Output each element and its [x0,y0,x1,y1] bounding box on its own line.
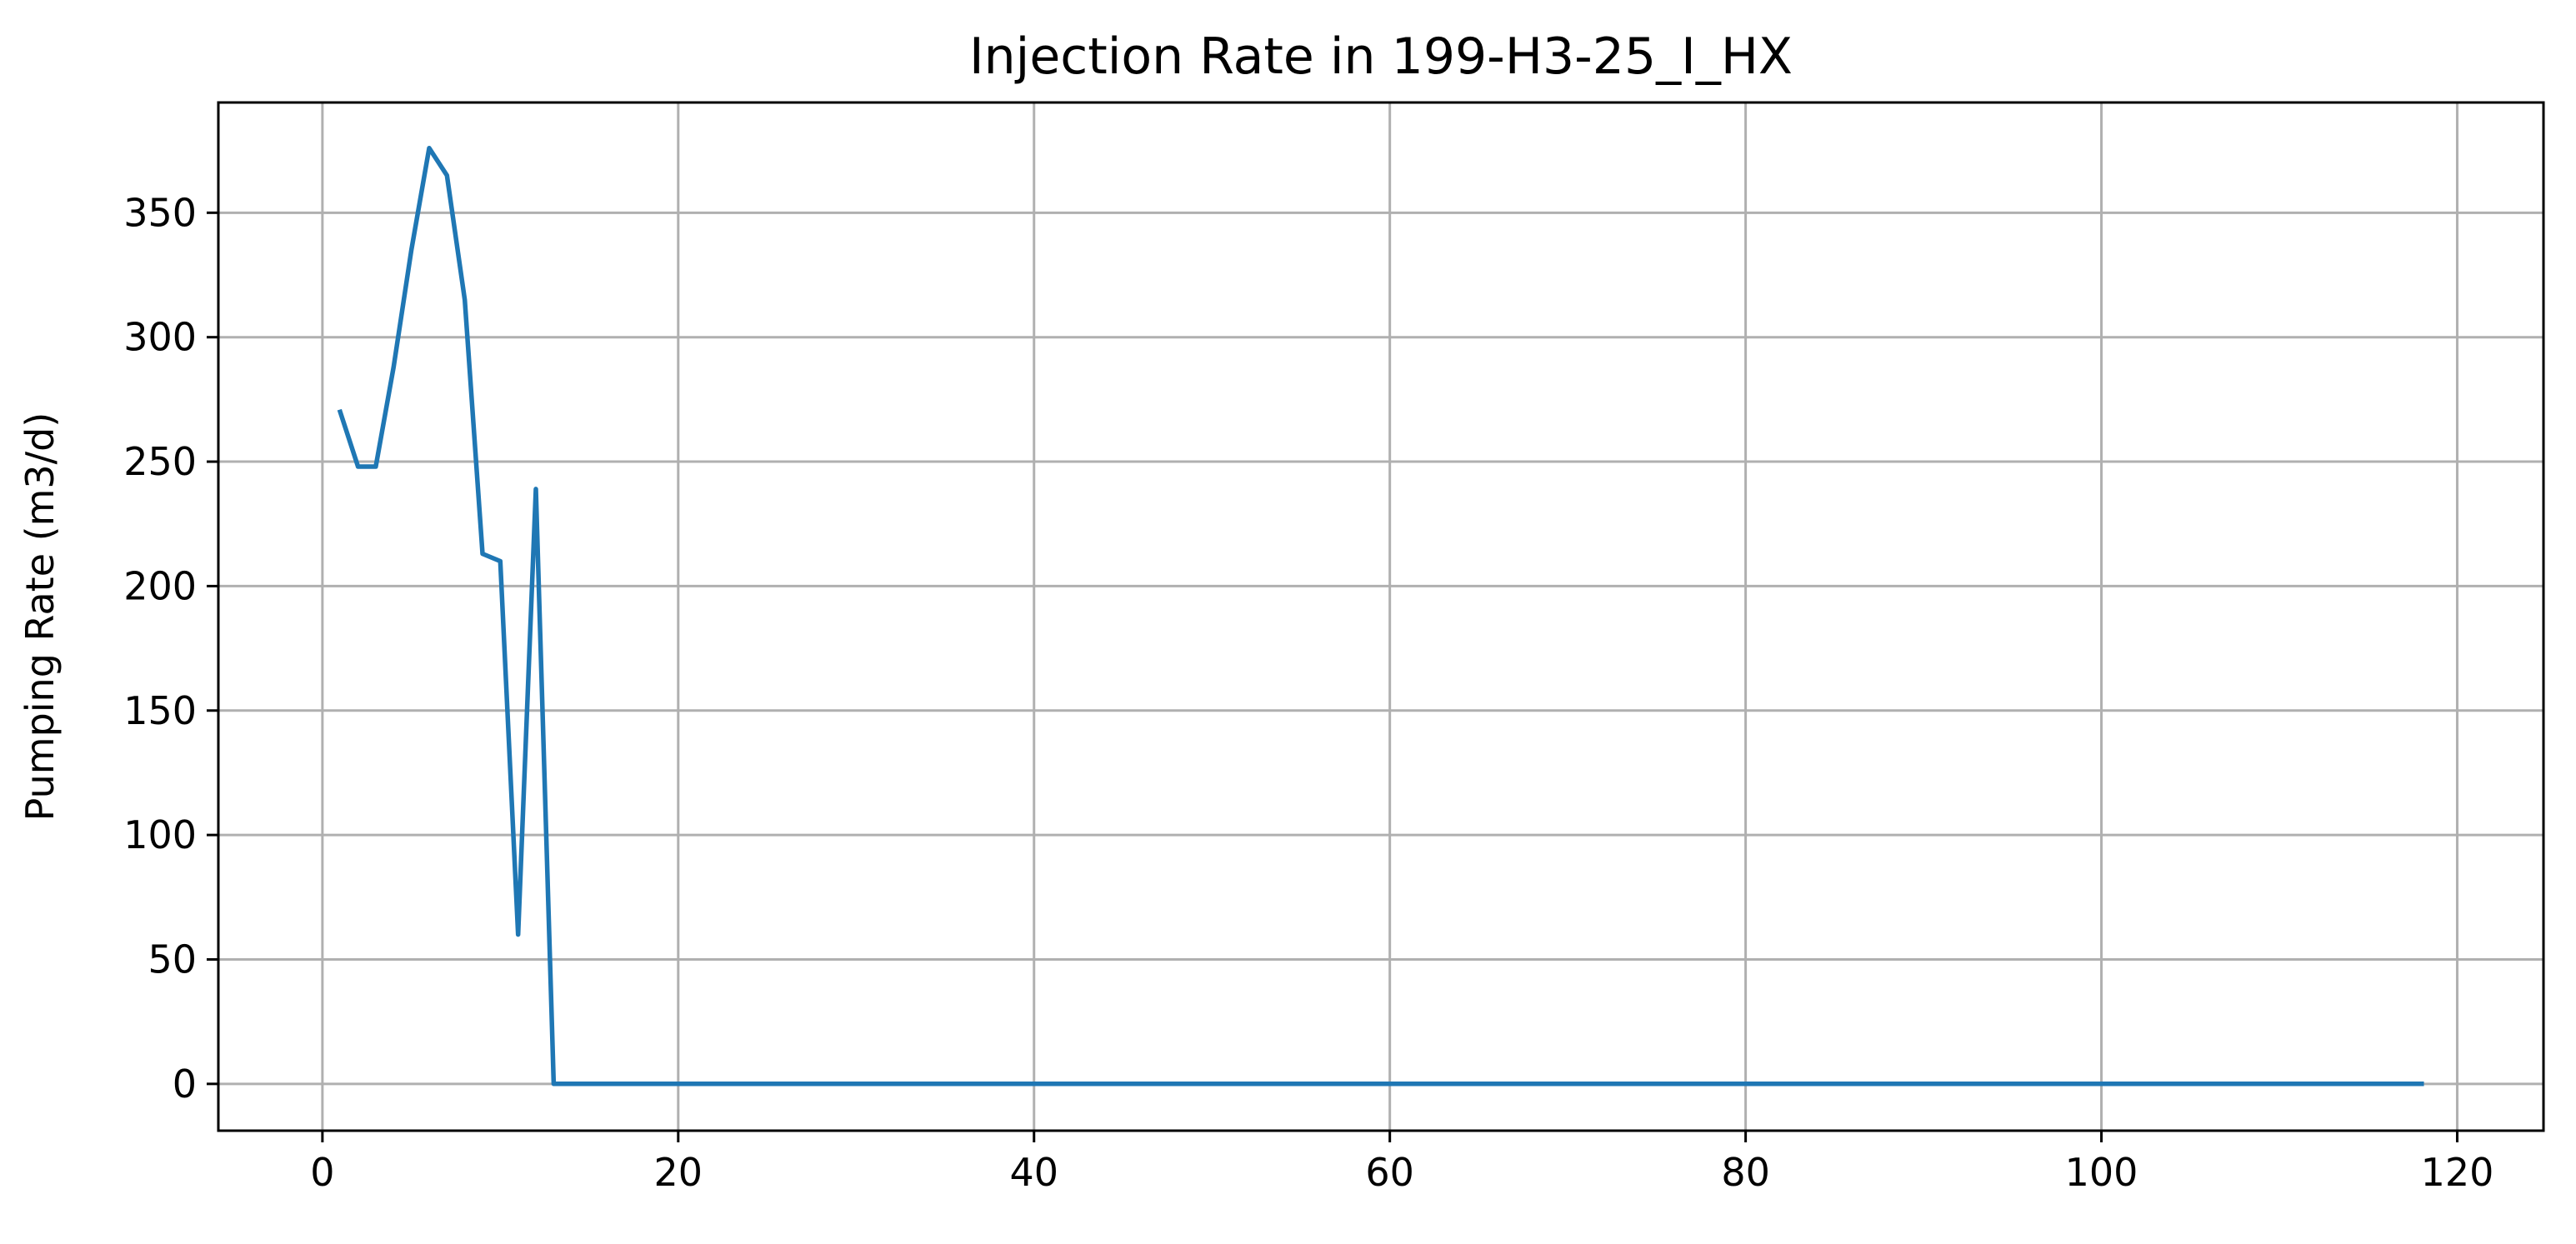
y-tick-label: 50 [148,937,197,982]
x-tick-label: 40 [1009,1150,1058,1195]
x-tick-label: 60 [1365,1150,1414,1195]
x-tick-label: 120 [2421,1150,2494,1195]
y-tick-label: 350 [123,190,197,235]
y-axis: 0 50 100 150 200 250 300 350 [123,190,218,1107]
y-tick-label: 150 [123,688,197,733]
y-tick-label: 0 [173,1062,197,1107]
plot-frame [217,101,2545,1132]
y-tick-label: 250 [123,439,197,484]
series-layer [337,145,2424,1087]
y-tick-label: 300 [123,315,197,360]
x-tick-label: 100 [2065,1150,2138,1195]
x-tick-label: 0 [310,1150,334,1195]
y-tick-label: 200 [123,563,197,608]
y-axis-label: Pumping Rate (m3/d) [18,412,63,822]
y-tick-label: 100 [123,812,197,857]
x-tick-label: 20 [654,1150,703,1195]
grid [218,102,2543,1131]
x-axis: 0 20 40 60 80 100 120 [310,1131,2493,1195]
x-tick-label: 80 [1721,1150,1770,1195]
chart-title: Injection Rate in 199-H3-25_I_HX [969,27,1793,86]
series-line [337,145,2424,1087]
